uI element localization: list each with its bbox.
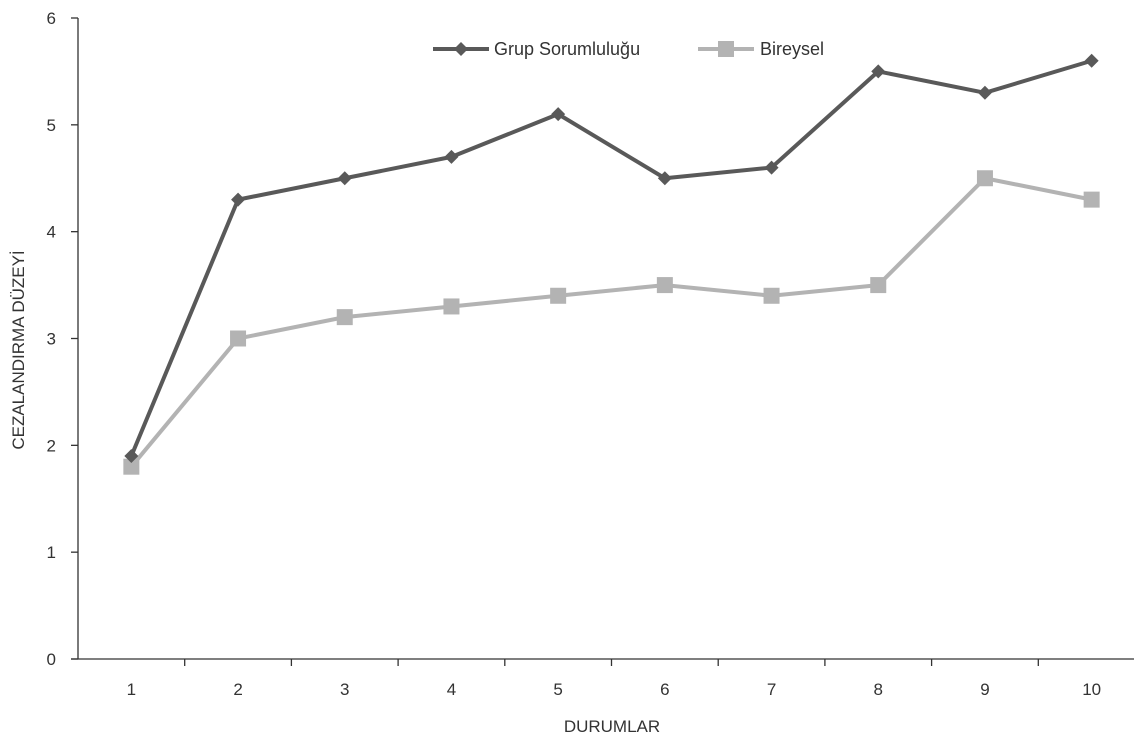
data-point-square bbox=[230, 330, 247, 347]
y-axis-title: CEZALANDIRMA DÜZEYİ bbox=[9, 250, 28, 449]
x-ticks: 1 2 3 4 5 6 7 8 9 10 bbox=[127, 659, 1101, 699]
data-point-square bbox=[976, 170, 993, 187]
data-point-square bbox=[443, 298, 460, 315]
data-point-diamond bbox=[454, 42, 468, 56]
data-point-square bbox=[763, 287, 780, 304]
data-point-diamond bbox=[337, 171, 352, 186]
x-tick-label: 8 bbox=[874, 680, 883, 699]
series-1 bbox=[124, 53, 1099, 464]
legend-item: Bireysel bbox=[698, 39, 824, 59]
data-point-square bbox=[336, 309, 353, 326]
x-tick-label: 6 bbox=[660, 680, 669, 699]
data-point-diamond bbox=[977, 85, 992, 100]
legend: Grup Sorumluluğu Bireysel bbox=[433, 39, 824, 59]
y-tick-label: 0 bbox=[47, 650, 56, 669]
y-tick-label: 4 bbox=[47, 223, 56, 242]
x-tick-label: 3 bbox=[340, 680, 349, 699]
data-point-diamond bbox=[871, 64, 886, 79]
y-tick-label: 6 bbox=[47, 9, 56, 28]
x-tick-label: 7 bbox=[767, 680, 776, 699]
data-point-diamond bbox=[551, 107, 566, 122]
y-tick-label: 5 bbox=[47, 116, 56, 135]
y-tick-label: 3 bbox=[47, 330, 56, 349]
y-tick-label: 1 bbox=[47, 543, 56, 562]
y-tick-label: 2 bbox=[47, 436, 56, 455]
series-line bbox=[129, 176, 1093, 468]
data-point-square bbox=[718, 41, 734, 57]
series-line bbox=[129, 58, 1093, 457]
data-point-diamond bbox=[1084, 53, 1099, 68]
legend-label: Grup Sorumluluğu bbox=[494, 39, 640, 59]
legend-label: Bireysel bbox=[760, 39, 824, 59]
data-point-square bbox=[123, 458, 140, 475]
data-point-square bbox=[1083, 191, 1100, 208]
series-layer bbox=[123, 53, 1100, 475]
data-point-square bbox=[550, 287, 567, 304]
data-point-diamond bbox=[124, 449, 139, 464]
data-point-square bbox=[656, 277, 673, 294]
x-axis-title: DURUMLAR bbox=[564, 717, 660, 736]
x-tick-label: 10 bbox=[1082, 680, 1101, 699]
legend-item: Grup Sorumluluğu bbox=[433, 39, 640, 59]
x-tick-label: 9 bbox=[980, 680, 989, 699]
x-tick-label: 1 bbox=[127, 680, 136, 699]
data-point-diamond bbox=[657, 171, 672, 186]
x-tick-label: 5 bbox=[553, 680, 562, 699]
x-tick-label: 4 bbox=[447, 680, 456, 699]
data-point-diamond bbox=[444, 149, 459, 164]
y-ticks: 0 1 2 3 4 5 6 bbox=[47, 9, 78, 669]
data-point-diamond bbox=[231, 192, 246, 207]
data-point-square bbox=[870, 277, 887, 294]
data-point-diamond bbox=[764, 160, 779, 175]
series-2 bbox=[123, 170, 1100, 475]
x-tick-label: 2 bbox=[233, 680, 242, 699]
